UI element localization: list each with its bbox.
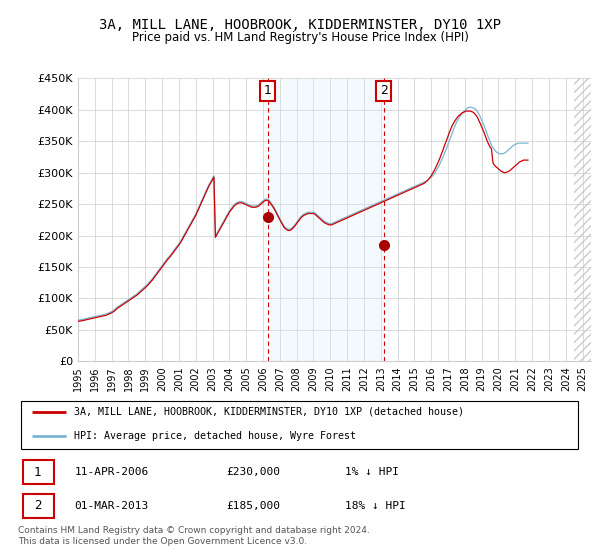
Text: 3A, MILL LANE, HOOBROOK, KIDDERMINSTER, DY10 1XP: 3A, MILL LANE, HOOBROOK, KIDDERMINSTER, … xyxy=(99,18,501,32)
Text: 1: 1 xyxy=(263,85,271,97)
Bar xyxy=(574,78,591,361)
FancyBboxPatch shape xyxy=(23,460,53,484)
Text: 1: 1 xyxy=(34,466,41,479)
FancyBboxPatch shape xyxy=(23,493,53,518)
Text: 2: 2 xyxy=(380,85,388,97)
Text: 1% ↓ HPI: 1% ↓ HPI xyxy=(345,467,399,477)
Text: 11-APR-2006: 11-APR-2006 xyxy=(74,467,149,477)
FancyBboxPatch shape xyxy=(21,401,578,449)
Text: Price paid vs. HM Land Registry's House Price Index (HPI): Price paid vs. HM Land Registry's House … xyxy=(131,31,469,44)
Bar xyxy=(268,78,383,361)
Text: 01-MAR-2013: 01-MAR-2013 xyxy=(74,501,149,511)
Text: 18% ↓ HPI: 18% ↓ HPI xyxy=(345,501,406,511)
Text: 3A, MILL LANE, HOOBROOK, KIDDERMINSTER, DY10 1XP (detached house): 3A, MILL LANE, HOOBROOK, KIDDERMINSTER, … xyxy=(74,407,464,417)
Text: 2: 2 xyxy=(34,500,41,512)
Text: £230,000: £230,000 xyxy=(227,467,281,477)
Text: HPI: Average price, detached house, Wyre Forest: HPI: Average price, detached house, Wyre… xyxy=(74,431,356,441)
Text: £185,000: £185,000 xyxy=(227,501,281,511)
Text: Contains HM Land Registry data © Crown copyright and database right 2024.
This d: Contains HM Land Registry data © Crown c… xyxy=(18,526,370,546)
